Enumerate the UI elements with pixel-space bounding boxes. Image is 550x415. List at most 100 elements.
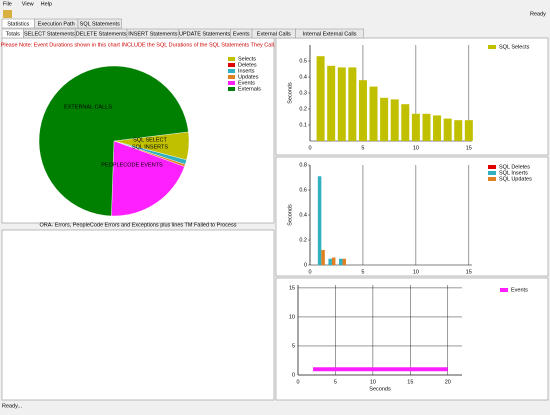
y-tick-label: 0.2 (299, 237, 307, 243)
legend-swatch (488, 177, 496, 181)
y-tick-label: 0 (304, 262, 307, 268)
tab-label: Execution Path (38, 21, 75, 27)
bar (380, 97, 389, 141)
menu-item[interactable]: File (3, 1, 12, 7)
bar (331, 257, 336, 265)
bar (327, 65, 336, 141)
legend-swatch (488, 45, 496, 49)
tab-label: Events (233, 31, 250, 37)
bar (369, 86, 378, 141)
bar (443, 118, 452, 141)
legend-swatch (500, 288, 508, 292)
slice-label: EXTERNAL CALLS (64, 104, 112, 110)
errors-panel (1, 229, 275, 401)
x-tick-label: 10 (413, 269, 419, 275)
tab-label: UPDATE Statements (179, 31, 230, 37)
bar (422, 113, 431, 141)
tab-label: SELECT Statements (24, 31, 75, 37)
bar (433, 115, 442, 141)
tab[interactable] (77, 18, 122, 29)
y-tick-label: 0.6 (299, 187, 307, 193)
x-tick-label: 0 (308, 269, 311, 275)
status-bar: Ready... (2, 403, 23, 409)
legend-label: Deletes (238, 62, 257, 68)
y-axis-label: Seconds (287, 82, 293, 104)
tab-label: SQL Statements (80, 21, 120, 27)
bar (316, 56, 325, 142)
y-axis-label: Seconds (287, 204, 293, 226)
bar (321, 250, 325, 265)
legend-label: Externals (238, 86, 261, 92)
note: Please Note: Event Durations shown in th… (1, 42, 276, 48)
y-tick-label: 5 (292, 343, 295, 349)
menu-item[interactable]: Help (41, 1, 52, 7)
legend-label: Selects (238, 56, 256, 62)
x-tick-label: 10 (413, 145, 419, 151)
bar (337, 67, 346, 141)
bar (454, 120, 463, 141)
bar (358, 80, 367, 141)
y-tick-label: 10 (289, 314, 295, 320)
legend-label: SQL Deletes (499, 164, 530, 170)
status-top: Ready (530, 11, 546, 17)
bar (328, 258, 332, 265)
pie-slice (111, 140, 185, 217)
bar (390, 99, 399, 141)
y-tick-label: 0.3 (299, 90, 307, 96)
slice-label: PEOPLECODE EVENTS (101, 162, 163, 168)
legend-label: Events (511, 287, 528, 293)
tab-label: Internal External Calls (303, 31, 357, 37)
y-tick-label: 0.8 (299, 162, 307, 168)
x-tick-label: 5 (361, 269, 364, 275)
bar (401, 104, 410, 141)
pie-slice (38, 65, 189, 217)
y-tick-label: 0.4 (299, 212, 307, 218)
y-tick-label: 0 (292, 372, 295, 378)
legend-swatch (228, 63, 235, 67)
x-tick-label: 15 (466, 269, 472, 275)
x-tick-label: 15 (466, 145, 472, 151)
x-tick-label: 15 (407, 379, 413, 385)
legend-label: SQL Inserts (499, 170, 528, 176)
x-tick-label: 0 (308, 145, 311, 151)
x-axis-label: Seconds (369, 386, 391, 392)
tab-label: External Calls (257, 31, 291, 37)
y-tick-label: 0.1 (299, 122, 307, 128)
tab-label: Statistics (7, 21, 29, 27)
legend-label: Events (238, 80, 255, 86)
x-tick-label: 5 (361, 145, 364, 151)
legend-label: SQL Updates (499, 176, 532, 182)
bar (464, 120, 473, 141)
y-tick-label: 15 (289, 285, 295, 291)
slice-label: SQL SELECT (133, 137, 167, 143)
legend-swatch (488, 165, 496, 169)
tab-label: INSERT Statements (128, 31, 178, 37)
tab-label: DELETE Statements (76, 31, 127, 37)
legend-swatch (228, 75, 235, 79)
slice-label: SQL INSERTS (132, 144, 168, 150)
toolbar-icon[interactable] (3, 10, 12, 18)
legend-swatch (228, 69, 235, 73)
x-tick-label: 5 (334, 379, 337, 385)
x-tick-label: 0 (296, 379, 299, 385)
legend-label: SQL Selects (499, 44, 530, 50)
bar (317, 176, 322, 265)
errors-title: ORA- Errors, PeopleCode Errors and Excep… (39, 222, 236, 228)
bar (348, 67, 357, 141)
y-tick-label: 0.4 (299, 74, 307, 80)
x-tick-label: 10 (370, 379, 376, 385)
legend-swatch (488, 171, 496, 175)
events-panel (275, 277, 549, 401)
legend-swatch (228, 87, 235, 91)
legend-swatch (228, 57, 235, 61)
menu-item[interactable]: View (22, 1, 34, 7)
tab[interactable] (295, 28, 365, 39)
legend-label: Updates (238, 74, 259, 80)
legend-swatch (228, 81, 235, 85)
y-tick-label: 0.2 (299, 106, 307, 112)
bar (411, 113, 420, 141)
legend-label: Inserts (238, 68, 255, 74)
bar (339, 258, 343, 265)
